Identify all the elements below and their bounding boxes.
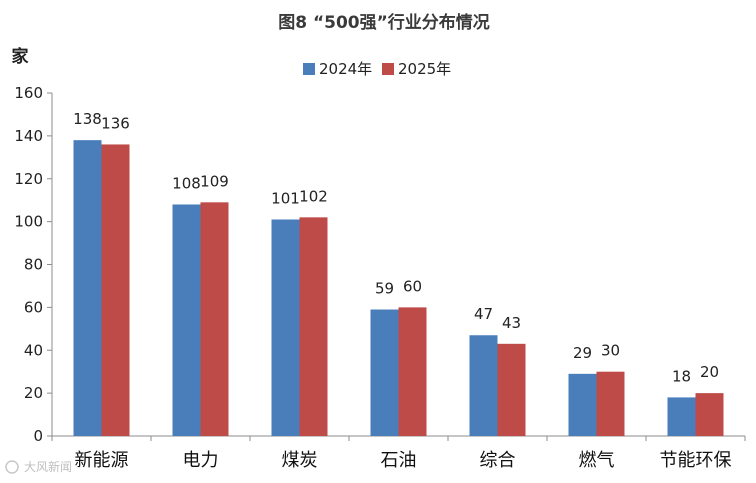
watermark-text: 大风新闻 bbox=[24, 459, 72, 474]
data-labels: 138 136 108 109 101 102 59 60 47 43 29 30 18 20 bbox=[73, 110, 719, 385]
data-label: 18 bbox=[672, 367, 691, 385]
y-tick-label: 0 bbox=[33, 427, 43, 445]
data-label: 102 bbox=[299, 187, 328, 205]
data-label: 47 bbox=[474, 305, 493, 323]
bar-series2 bbox=[398, 307, 427, 436]
legend-label: 2025年 bbox=[398, 60, 451, 78]
bar-series1 bbox=[568, 373, 597, 436]
bar-series1 bbox=[667, 397, 696, 436]
y-tick-label: 160 bbox=[14, 84, 43, 102]
chart-title: 图8 “500强”行业分布情况 bbox=[278, 12, 490, 33]
data-label: 59 bbox=[375, 280, 394, 298]
y-tick-label: 40 bbox=[24, 341, 43, 359]
bar-series1 bbox=[469, 335, 498, 436]
bar-series2 bbox=[299, 217, 328, 436]
bars bbox=[73, 140, 724, 436]
legend-swatch bbox=[382, 63, 394, 75]
legend: 2024年 2025年 bbox=[303, 60, 451, 78]
data-label: 101 bbox=[271, 189, 300, 207]
legend-swatch bbox=[303, 63, 315, 75]
category-label: 新能源 bbox=[75, 450, 129, 471]
bar-series1 bbox=[73, 140, 102, 436]
x-axis bbox=[51, 435, 746, 441]
category-label: 节能环保 bbox=[660, 450, 732, 471]
data-label: 43 bbox=[502, 314, 521, 332]
y-tick-label: 20 bbox=[24, 384, 43, 402]
y-tick-label: 80 bbox=[24, 256, 43, 274]
bar-series2 bbox=[695, 393, 724, 436]
category-label: 石油 bbox=[381, 450, 417, 471]
data-label: 30 bbox=[601, 342, 620, 360]
y-tick-label: 120 bbox=[14, 170, 43, 188]
data-label: 109 bbox=[200, 172, 229, 190]
y-tick-label: 140 bbox=[14, 127, 43, 145]
y-tick-label: 60 bbox=[24, 298, 43, 316]
bar-series1 bbox=[172, 204, 201, 436]
data-label: 138 bbox=[73, 110, 102, 128]
data-label: 20 bbox=[700, 363, 719, 381]
bar-series2 bbox=[200, 202, 229, 436]
y-axis: 0 20 40 60 80 100 120 140 160 bbox=[14, 84, 53, 445]
y-axis-label: 家 bbox=[12, 46, 29, 67]
data-label: 29 bbox=[573, 344, 592, 362]
watermark-logo-icon bbox=[5, 460, 19, 474]
data-label: 108 bbox=[172, 174, 201, 192]
bar-series2 bbox=[497, 343, 526, 436]
category-label: 综合 bbox=[480, 450, 516, 471]
legend-label: 2024年 bbox=[319, 60, 372, 78]
data-label: 136 bbox=[101, 114, 130, 132]
category-label: 燃气 bbox=[579, 450, 615, 471]
watermark: 大风新闻 bbox=[5, 459, 72, 474]
bar-series2 bbox=[596, 371, 625, 436]
bar-series1 bbox=[271, 219, 300, 436]
data-label: 60 bbox=[403, 277, 422, 295]
bar-series2 bbox=[101, 144, 130, 436]
category-label: 煤炭 bbox=[282, 450, 318, 471]
category-label: 电力 bbox=[183, 450, 219, 471]
y-tick-label: 100 bbox=[14, 213, 43, 231]
bar-series1 bbox=[370, 309, 399, 436]
category-labels: 新能源 电力 煤炭 石油 综合 燃气 节能环保 bbox=[75, 450, 732, 471]
